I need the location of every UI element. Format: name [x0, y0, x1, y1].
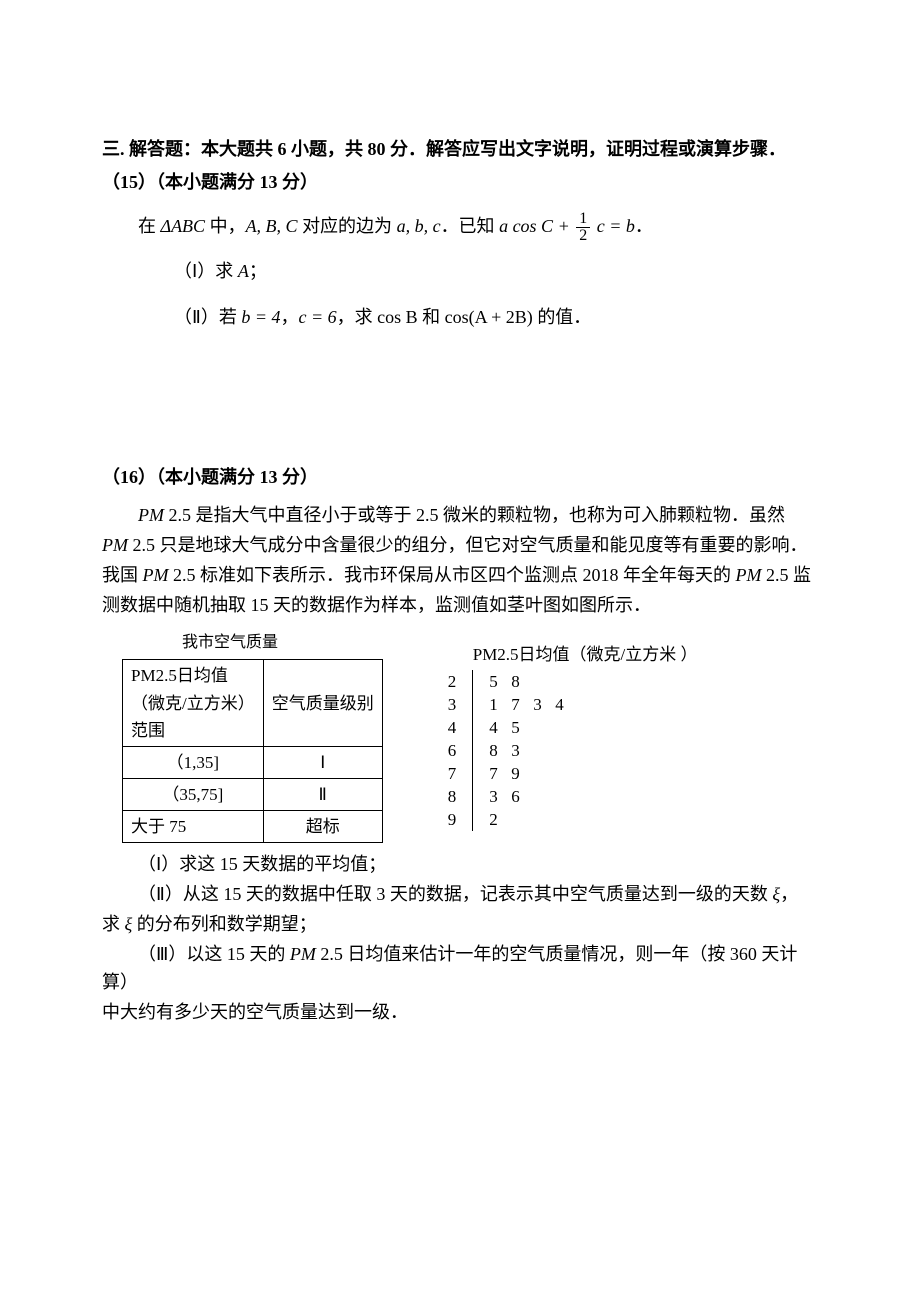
leaf-row: 79	[489, 762, 577, 785]
stems-column: 2 3 4 6 7 8 9	[418, 670, 474, 831]
stem: 8	[448, 785, 457, 808]
problem-16-questions: （Ⅰ）求这 15 天数据的平均值； （Ⅱ）从这 15 天的数据中任取 3 天的数…	[102, 851, 818, 1026]
text: 对应的边为	[298, 216, 397, 236]
col1-header-line2: （微克/立方米）	[131, 690, 255, 717]
quality-table-container: 我市空气质量 PM2.5日均值 （微克/立方米） 范围 空气质量级别 （1,35…	[122, 630, 383, 844]
delta-abc: ΔABC	[161, 216, 206, 236]
problem-16-para4: 测数据中随机抽取 15 天的数据作为样本，监测值如茎叶图如图所示．	[102, 592, 818, 620]
table-row: 大于 75 超标	[123, 811, 383, 843]
table-and-stemleaf: 我市空气质量 PM2.5日均值 （微克/立方米） 范围 空气质量级别 （1,35…	[102, 630, 818, 844]
range-cell: （35,75]	[123, 779, 264, 811]
period: ．	[635, 216, 653, 236]
comma: ，	[281, 307, 299, 327]
table-header-row: PM2.5日均值 （微克/立方米） 范围 空气质量级别	[123, 660, 383, 747]
range-cell: （1,35]	[123, 746, 264, 778]
level-cell: 超标	[263, 811, 382, 843]
text: 我国	[102, 565, 143, 585]
text: （Ⅲ）以这 15 天的	[138, 944, 290, 964]
stemleaf-title: PM2.5日均值（微克/立方米 ）	[473, 641, 698, 668]
range-cell: 大于 75	[123, 811, 264, 843]
text: 中，	[205, 216, 246, 236]
table-row: （35,75] Ⅱ	[123, 779, 383, 811]
text: 2.5 是指大气中直径小于或等于 2.5 微米的颗粒物，也称为可入肺颗粒物．虽然	[164, 505, 785, 525]
cos-a-2b: cos(A + 2B)	[445, 307, 533, 327]
problem-16-q3-line2: 中大约有多少天的空气质量达到一级．	[102, 999, 818, 1027]
text: ．已知	[441, 216, 500, 236]
fraction-half: 12	[576, 211, 590, 244]
equation-right: c = b	[592, 216, 635, 236]
leaf-row: 36	[489, 785, 577, 808]
pm-italic: PM	[143, 565, 169, 585]
leaf-row: 45	[489, 716, 577, 739]
col1-header: PM2.5日均值 （微克/立方米） 范围	[123, 660, 264, 747]
leaf-row: 1734	[489, 693, 577, 716]
problem-16-para2: PM 2.5 只是地球大气成分中含量很少的组分，但它对空气质量和能见度等有重要的…	[102, 532, 818, 560]
text: 2.5 监	[762, 565, 812, 585]
pm-italic: PM	[102, 535, 128, 555]
quality-table: PM2.5日均值 （微克/立方米） 范围 空气质量级别 （1,35] Ⅰ （35…	[122, 659, 383, 843]
q2-end: 的值．	[533, 307, 592, 327]
spacer	[102, 343, 818, 463]
pm-italic: PM	[736, 565, 762, 585]
problem-15-header: （15）（本小题满分 13 分）	[102, 168, 818, 197]
xi: ξ	[772, 884, 780, 904]
text: 求	[102, 914, 125, 934]
text: 2.5 标准如下表所示．我市环保局从市区四个监测点 2018 年全年每天的	[169, 565, 736, 585]
text: （Ⅱ）从这 15 天的数据中任取 3 天的数据，记表示其中空气质量达到一级的天数	[138, 884, 772, 904]
problem-15-intro: 在 ΔABC 中，A, B, C 对应的边为 a, b, c．已知 a cos …	[102, 207, 818, 247]
numerator: 1	[576, 211, 590, 228]
leaf-row: 83	[489, 739, 577, 762]
denominator: 2	[576, 228, 590, 244]
q1-end: ；	[249, 261, 267, 281]
problem-15-q1: （Ⅰ）求 A；	[102, 252, 818, 292]
c-eq-6: c = 6	[299, 307, 337, 327]
pm-italic: PM	[290, 944, 316, 964]
text: 在	[138, 216, 161, 236]
level-cell: Ⅱ	[263, 779, 382, 811]
q2-mid: ，求	[337, 307, 378, 327]
abc-vertices: A, B, C	[246, 216, 298, 236]
and: 和	[418, 307, 445, 327]
abc-sides: a, b, c	[397, 216, 441, 236]
q2-label: （Ⅱ）若	[174, 307, 241, 327]
problem-16-para1: PM 2.5 是指大气中直径小于或等于 2.5 微米的颗粒物，也称为可入肺颗粒物…	[102, 502, 818, 530]
table-row: （1,35] Ⅰ	[123, 746, 383, 778]
stem: 4	[448, 716, 457, 739]
q1-label: （Ⅰ）求	[174, 261, 238, 281]
leaf-row: 58	[489, 670, 577, 693]
leaf-row: 2	[489, 808, 577, 831]
text: 的分布列和数学期望；	[132, 914, 317, 934]
problem-16-q2-line2: 求 ξ 的分布列和数学期望；	[102, 911, 818, 939]
col1-header-line1: PM2.5日均值	[131, 662, 255, 689]
stem-leaf-plot: PM2.5日均值（微克/立方米 ） 2 3 4 6 7 8 9 58 1734 …	[418, 641, 698, 831]
table-title: 我市空气质量	[182, 630, 383, 656]
problem-16-q1: （Ⅰ）求这 15 天数据的平均值；	[102, 851, 818, 879]
var-a: A	[238, 261, 249, 281]
problem-16-q3-line1: （Ⅲ）以这 15 天的 PM 2.5 日均值来估计一年的空气质量情况，则一年（按…	[102, 941, 818, 997]
problem-15-q2: （Ⅱ）若 b = 4，c = 6，求 cos B 和 cos(A + 2B) 的…	[102, 298, 818, 338]
stem: 7	[448, 762, 457, 785]
pm-italic: PM	[138, 505, 164, 525]
stemleaf-body: 2 3 4 6 7 8 9 58 1734 45 83 79 36 2	[418, 670, 698, 831]
col1-header-line3: 范围	[131, 717, 255, 744]
problem-16-para3: 我国 PM 2.5 标准如下表所示．我市环保局从市区四个监测点 2018 年全年…	[102, 562, 818, 590]
leaves-column: 58 1734 45 83 79 36 2	[473, 670, 577, 831]
stem: 9	[448, 808, 457, 831]
problem-16-q2-line1: （Ⅱ）从这 15 天的数据中任取 3 天的数据，记表示其中空气质量达到一级的天数…	[102, 881, 818, 909]
stem: 6	[448, 739, 457, 762]
col2-header: 空气质量级别	[263, 660, 382, 747]
section-header: 三. 解答题：本大题共 6 小题，共 80 分．解答应写出文字说明，证明过程或演…	[102, 135, 818, 164]
b-eq-4: b = 4	[241, 307, 280, 327]
stem: 2	[448, 670, 457, 693]
level-cell: Ⅰ	[263, 746, 382, 778]
cos-b: cos B	[377, 307, 418, 327]
equation-left: a cos C +	[499, 216, 574, 236]
text: ，	[780, 884, 798, 904]
stem: 3	[448, 693, 457, 716]
problem-16-header: （16）（本小题满分 13 分）	[102, 463, 818, 492]
text: 2.5 只是地球大气成分中含量很少的组分，但它对空气质量和能见度等有重要的影响．	[128, 535, 808, 555]
